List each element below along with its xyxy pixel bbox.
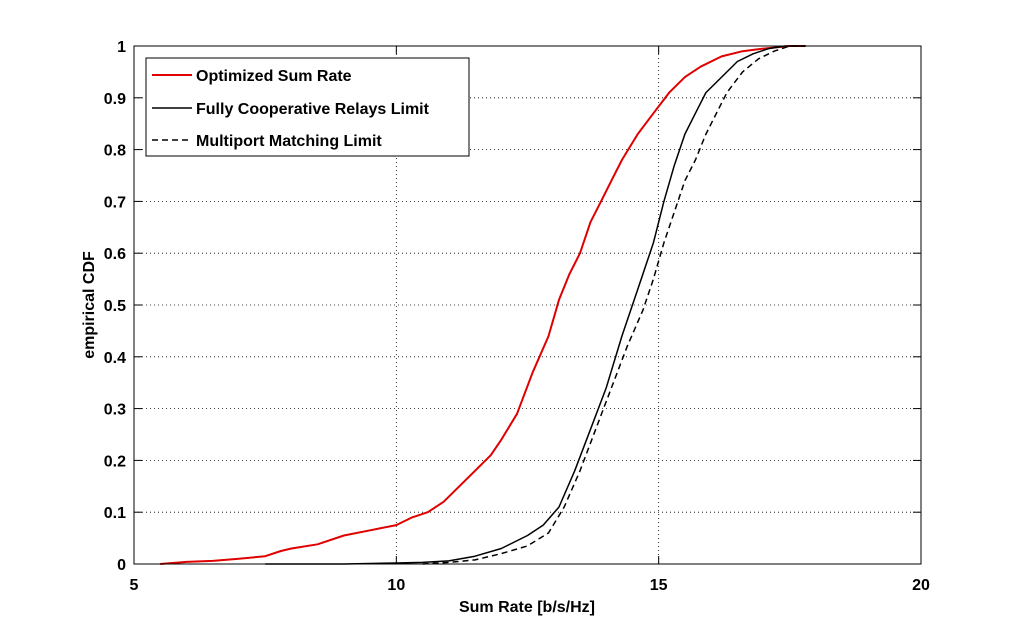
legend-label-fully-cooperative: Fully Cooperative Relays Limit [196,101,430,118]
legend-label-multiport: Multiport Matching Limit [196,133,382,150]
x-tick-label-0: 5 [130,577,139,594]
x-tick-label-3: 20 [912,577,930,594]
y-tick-label-7: 0.7 [104,194,126,211]
series-line-fully-cooperative-relays-limit [265,45,806,565]
y-tick-label-2: 0.2 [104,453,126,470]
y-axis-label: empirical CDF [81,251,98,359]
axis-ticks [133,45,922,565]
legend: Optimized Sum Rate Fully Cooperative Rel… [145,57,470,157]
y-tick-label-5: 0.5 [104,298,126,315]
y-tick-label-8: 0.8 [104,143,126,160]
x-tick-label-1: 10 [387,577,405,594]
y-tick-label-1: 0.1 [104,505,126,522]
series-line-optimized-sum-rate [160,45,806,565]
series-line-multiport-matching-limit [422,45,806,565]
legend-label-optimized: Optimized Sum Rate [196,68,352,85]
y-tick-label-4: 0.4 [104,350,126,367]
y-tick-label-10: 1 [117,39,126,56]
y-tick-label-0: 0 [117,557,126,574]
series-lines [160,45,806,565]
x-axis-label: Sum Rate [b/s/Hz] [459,599,595,616]
tick-labels: 5 10 15 20 0 0.1 0.2 0.3 0.4 0.5 0.6 0.7 0.8 0.9 1 [104,39,930,594]
y-tick-label-3: 0.3 [104,402,126,419]
legend-box [145,57,470,157]
y-tick-label-9: 0.9 [104,91,126,108]
x-tick-label-2: 15 [650,577,668,594]
y-tick-label-6: 0.6 [104,246,126,263]
